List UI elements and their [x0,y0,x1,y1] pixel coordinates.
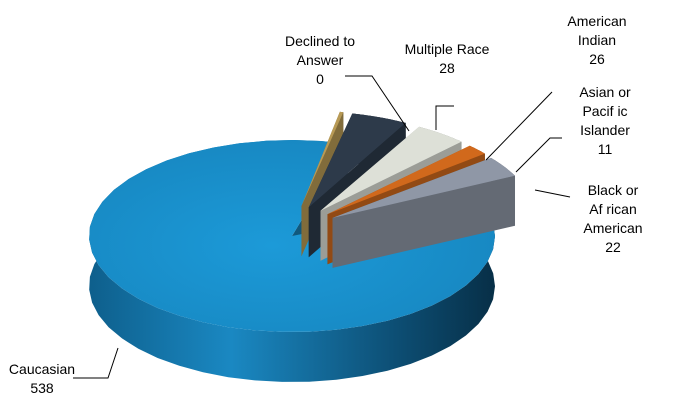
slice-value-label: 0 [316,71,324,87]
slice-label: Declined to Answer 0 [285,33,355,87]
pie-slice-wall [332,175,516,268]
leader-line [485,91,553,161]
pie-slice-top [89,140,495,332]
slice-category-label: Black or [588,182,639,198]
slice-value-label: 538 [30,380,54,396]
slice-category-label: Indian [578,32,616,48]
slice-value-label: 26 [589,51,605,67]
slice-label: American Indian 26 [567,13,626,67]
pie-slice-top [320,126,462,211]
leader-line [73,347,119,379]
slice-category-label: Asian or [579,84,631,100]
slice-value-label: 11 [598,141,613,157]
leader-line [435,105,454,130]
slice-category-label: Islander [580,122,630,138]
slice-value-label: 28 [439,60,455,76]
slice-label: Multiple Race 28 [405,41,490,76]
pie-slices [89,111,516,382]
slice-label: Caucasian 538 [9,361,75,396]
pie-slice-top [308,113,406,208]
pie-slice-top [332,157,515,218]
slice-category-label: Af rican [589,201,636,217]
leader-line [534,189,571,198]
pie-slice-top [301,111,344,207]
slice-category-label: Pacif ic [582,103,627,119]
slice-label: Asian or Pacif ic Islander 11 [579,84,631,157]
slice-category-label: Declined to [285,33,355,49]
leader-lines [73,75,571,379]
slice-category-label: American [583,220,642,236]
pie-slice [332,157,516,268]
leader-line [345,75,410,132]
slice-label: Black or Af rican American 22 [583,182,642,255]
slice-category-label: American [567,13,626,29]
slice-category-label: Caucasian [9,361,75,377]
data-labels: Caucasian 538 Black or Af rican American 22 As… [9,13,643,396]
slice-category-label: Answer [297,52,344,68]
pie-slice-top [327,145,485,215]
slice-category-label: Multiple Race [405,41,490,57]
leader-line [515,137,562,173]
slice-value-label: 22 [605,239,621,255]
